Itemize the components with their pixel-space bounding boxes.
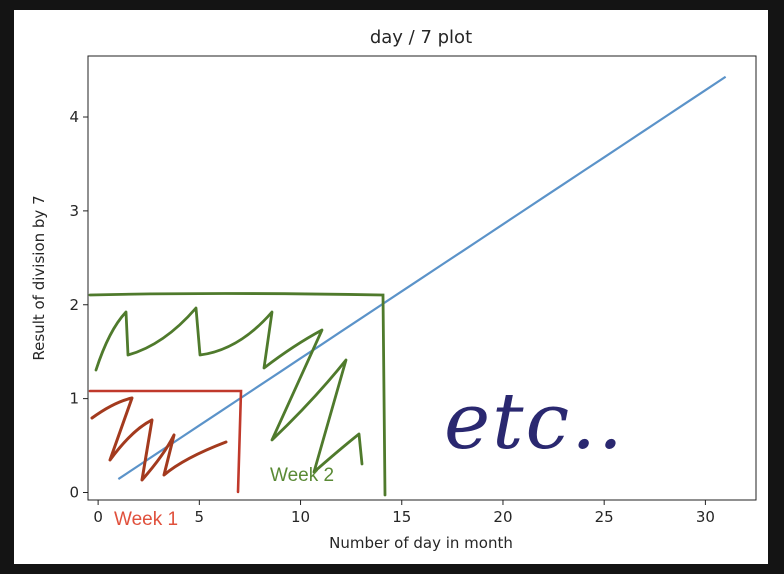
week-1-drawing: Week 1 bbox=[88, 389, 243, 530]
y-tick-label: 4 bbox=[69, 108, 79, 126]
week-2-box bbox=[88, 292, 387, 497]
week-1-label: Week 1 bbox=[114, 509, 178, 530]
week-1-box bbox=[88, 389, 243, 494]
x-axis-label: Number of day in month bbox=[329, 534, 513, 552]
chart-canvas: day / 7 plot 0 5 10 15 20 25 30 0 1 2 3 4 Number of… bbox=[14, 10, 768, 564]
week-1-scribble bbox=[90, 396, 228, 482]
y-tick-label: 3 bbox=[69, 202, 79, 220]
etc-label: etc.. bbox=[444, 377, 625, 467]
x-tick-label: 20 bbox=[493, 508, 512, 526]
x-tick-label: 15 bbox=[392, 508, 411, 526]
plot-frame bbox=[87, 55, 757, 501]
axis-ticks: 0 5 10 15 20 25 30 0 1 2 3 4 bbox=[69, 108, 714, 526]
x-tick-label: 10 bbox=[291, 508, 310, 526]
chart-title: day / 7 plot bbox=[370, 27, 472, 48]
series-line bbox=[117, 75, 727, 480]
x-tick-label: 25 bbox=[595, 508, 614, 526]
week-2-drawing: Week 2 bbox=[88, 292, 387, 497]
week-2-scribble bbox=[94, 306, 364, 474]
chart-svg: day / 7 plot 0 5 10 15 20 25 30 0 1 2 3 4 Number of… bbox=[30, 27, 757, 552]
x-tick-label: 0 bbox=[93, 508, 103, 526]
x-tick-label: 30 bbox=[696, 508, 715, 526]
y-tick-label: 0 bbox=[69, 483, 79, 501]
y-tick-label: 2 bbox=[69, 296, 79, 314]
x-tick-label: 5 bbox=[195, 508, 205, 526]
week-2-label: Week 2 bbox=[270, 465, 334, 486]
y-tick-label: 1 bbox=[69, 390, 79, 408]
etc-drawing: etc.. bbox=[444, 377, 625, 467]
y-axis-label: Result of division by 7 bbox=[30, 195, 48, 360]
